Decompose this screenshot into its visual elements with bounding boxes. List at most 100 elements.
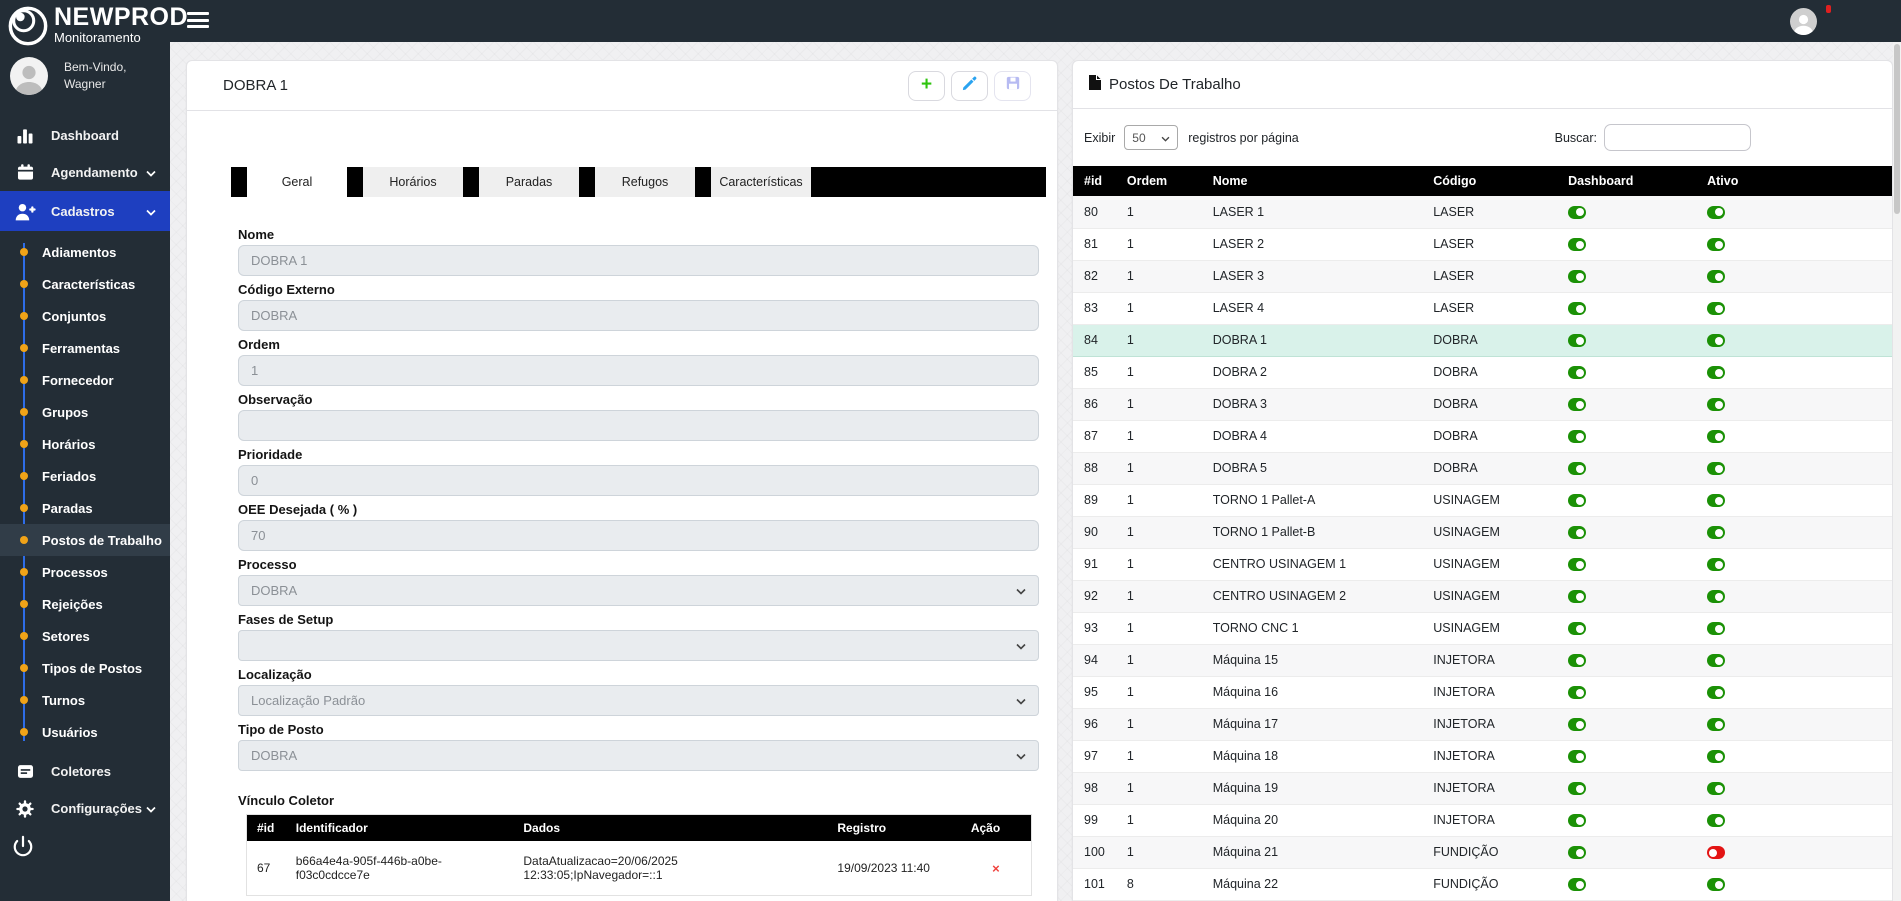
table-row[interactable]: 99 1 Máquina 20 INJETORA <box>1073 804 1892 837</box>
search-input[interactable] <box>1604 124 1751 151</box>
cell-codigo: INJETORA <box>1422 708 1558 741</box>
cell-nome: DOBRA 1 <box>1201 324 1423 357</box>
col-dashboard: Dashboard <box>1557 166 1697 196</box>
sidebar-item-usuarios[interactable]: Usuários <box>0 716 170 748</box>
table-row[interactable]: 89 1 TORNO 1 Pallet-A USINAGEM <box>1073 484 1892 517</box>
sidebar-item-label: Coletores <box>51 764 111 779</box>
nome-field[interactable] <box>238 245 1039 276</box>
table-row[interactable]: 85 1 DOBRA 2 DOBRA <box>1073 356 1892 389</box>
table-row[interactable]: 81 1 LASER 2 LASER <box>1073 228 1892 261</box>
toggle-on-icon <box>1707 334 1726 348</box>
table-row[interactable]: 93 1 TORNO CNC 1 USINAGEM <box>1073 612 1892 645</box>
page-size-select[interactable]: 50 <box>1124 125 1179 150</box>
delete-vinculo-button[interactable]: × <box>960 841 1032 896</box>
select-value: DOBRA <box>251 748 298 763</box>
sidebar-item-coletores[interactable]: Coletores <box>0 753 170 790</box>
table-row[interactable]: 98 1 Máquina 19 INJETORA <box>1073 772 1892 805</box>
cell-nome: DOBRA 4 <box>1201 420 1423 453</box>
main-content: DOBRA 1 + <box>170 42 1901 901</box>
fases-de-setup-select[interactable] <box>238 630 1039 661</box>
sidebar-item-feriados[interactable]: Feriados <box>0 460 170 492</box>
sidebar-item-configuracoes[interactable]: Configurações <box>0 790 170 827</box>
ordem-field[interactable] <box>238 355 1039 386</box>
table-row[interactable]: 94 1 Máquina 15 INJETORA <box>1073 644 1892 677</box>
cell-ativo <box>1696 804 1892 837</box>
sidebar-item-conjuntos[interactable]: Conjuntos <box>0 300 170 332</box>
cell-ativo <box>1696 676 1892 709</box>
edit-button[interactable] <box>951 70 988 101</box>
cell-ativo <box>1696 292 1892 325</box>
scrollbar-thumb[interactable] <box>1894 44 1900 214</box>
cell-codigo: INJETORA <box>1422 772 1558 805</box>
sidebar-item-rejeicoes[interactable]: Rejeições <box>0 588 170 620</box>
tab-paradas[interactable]: Paradas <box>479 167 579 197</box>
table-row[interactable]: 86 1 DOBRA 3 DOBRA <box>1073 388 1892 421</box>
sidebar-item-caracteristicas[interactable]: Características <box>0 268 170 300</box>
cell-id: 101 <box>1073 868 1116 901</box>
field-label-localizacao: Localização <box>238 667 312 682</box>
sidebar-item-turnos[interactable]: Turnos <box>0 684 170 716</box>
cell-nome: Máquina 18 <box>1201 740 1423 773</box>
notification-indicator <box>1826 5 1831 13</box>
table-row[interactable]: 83 1 LASER 4 LASER <box>1073 292 1892 325</box>
tab-caracteristicas[interactable]: Características <box>711 167 811 197</box>
sidebar-item-label: Rejeições <box>42 596 103 612</box>
sidebar-item-fornecedor[interactable]: Fornecedor <box>0 364 170 396</box>
sidebar-item-cadastros[interactable]: Cadastros <box>0 191 170 231</box>
brand-logo-icon <box>7 4 49 53</box>
table-row[interactable]: 101 8 Máquina 22 FUNDIÇÃO <box>1073 868 1892 901</box>
oee-desejada-field[interactable] <box>238 520 1039 551</box>
observacao-field[interactable] <box>238 410 1039 441</box>
save-button[interactable] <box>994 70 1031 101</box>
sidebar-item-adiamentos[interactable]: Adiamentos <box>0 236 170 268</box>
sidebar-item-paradas[interactable]: Paradas <box>0 492 170 524</box>
sidebar-item-processos[interactable]: Processos <box>0 556 170 588</box>
vinculo-col-identificador: Identificador <box>285 814 514 841</box>
tab-horarios[interactable]: Horários <box>363 167 463 197</box>
cell-ordem: 1 <box>1115 836 1202 869</box>
add-button[interactable]: + <box>908 70 945 101</box>
sidebar-item-dashboard[interactable]: Dashboard <box>0 117 170 154</box>
cell-ativo <box>1696 388 1892 421</box>
localizacao-select[interactable]: Localização Padrão <box>238 685 1039 716</box>
cell-ordem: 1 <box>1115 644 1202 677</box>
prioridade-field[interactable] <box>238 465 1039 496</box>
cell-ordem: 1 <box>1115 484 1202 517</box>
sidebar-item-setores[interactable]: Setores <box>0 620 170 652</box>
table-row[interactable]: 82 1 LASER 3 LASER <box>1073 260 1892 293</box>
sidebar-item-tipos-de-postos[interactable]: Tipos de Postos <box>0 652 170 684</box>
table-row[interactable]: 88 1 DOBRA 5 DOBRA <box>1073 452 1892 485</box>
tipo-de-posto-select[interactable]: DOBRA <box>238 740 1039 771</box>
table-row[interactable]: 84 1 DOBRA 1 DOBRA <box>1073 324 1892 357</box>
table-row[interactable]: 92 1 CENTRO USINAGEM 2 USINAGEM <box>1073 580 1892 613</box>
processo-select[interactable]: DOBRA <box>238 575 1039 606</box>
tab-refugos[interactable]: Refugos <box>595 167 695 197</box>
hamburger-menu-button[interactable] <box>187 12 211 30</box>
table-row[interactable]: 80 1 LASER 1 LASER <box>1073 196 1892 229</box>
table-row[interactable]: 95 1 Máquina 16 INJETORA <box>1073 676 1892 709</box>
codigo-externo-field[interactable] <box>238 300 1039 331</box>
table-row[interactable]: 97 1 Máquina 18 INJETORA <box>1073 740 1892 773</box>
user-avatar-topbar[interactable] <box>1790 8 1817 35</box>
sidebar-item-grupos[interactable]: Grupos <box>0 396 170 428</box>
pencil-icon <box>961 75 978 97</box>
power-button[interactable] <box>12 835 34 862</box>
vertical-scrollbar[interactable] <box>1893 42 1901 901</box>
buscar-label: Buscar: <box>1554 130 1597 145</box>
vinculo-identificador: b66a4e4a-905f-446b-a0be-f03c0cdcce7e <box>285 841 514 896</box>
sidebar-item-ferramentas[interactable]: Ferramentas <box>0 332 170 364</box>
cell-ativo <box>1696 420 1892 453</box>
toggle-on-icon <box>1568 366 1587 380</box>
sidebar-item-postos-de-trabalho[interactable]: Postos de Trabalho <box>0 524 170 556</box>
table-row[interactable]: 90 1 TORNO 1 Pallet-B USINAGEM <box>1073 516 1892 549</box>
cell-ativo <box>1696 196 1892 229</box>
sidebar-item-horarios[interactable]: Horários <box>0 428 170 460</box>
sidebar-item-agendamento[interactable]: Agendamento <box>0 154 170 191</box>
table-row[interactable]: 91 1 CENTRO USINAGEM 1 USINAGEM <box>1073 548 1892 581</box>
vinculo-coletor-label: Vínculo Coletor <box>238 793 335 808</box>
tab-geral[interactable]: Geral <box>247 167 347 197</box>
field-label-oee-desejada: OEE Desejada ( % ) <box>238 502 358 517</box>
table-row[interactable]: 100 1 Máquina 21 FUNDIÇÃO <box>1073 836 1892 869</box>
table-row[interactable]: 87 1 DOBRA 4 DOBRA <box>1073 420 1892 453</box>
table-row[interactable]: 96 1 Máquina 17 INJETORA <box>1073 708 1892 741</box>
